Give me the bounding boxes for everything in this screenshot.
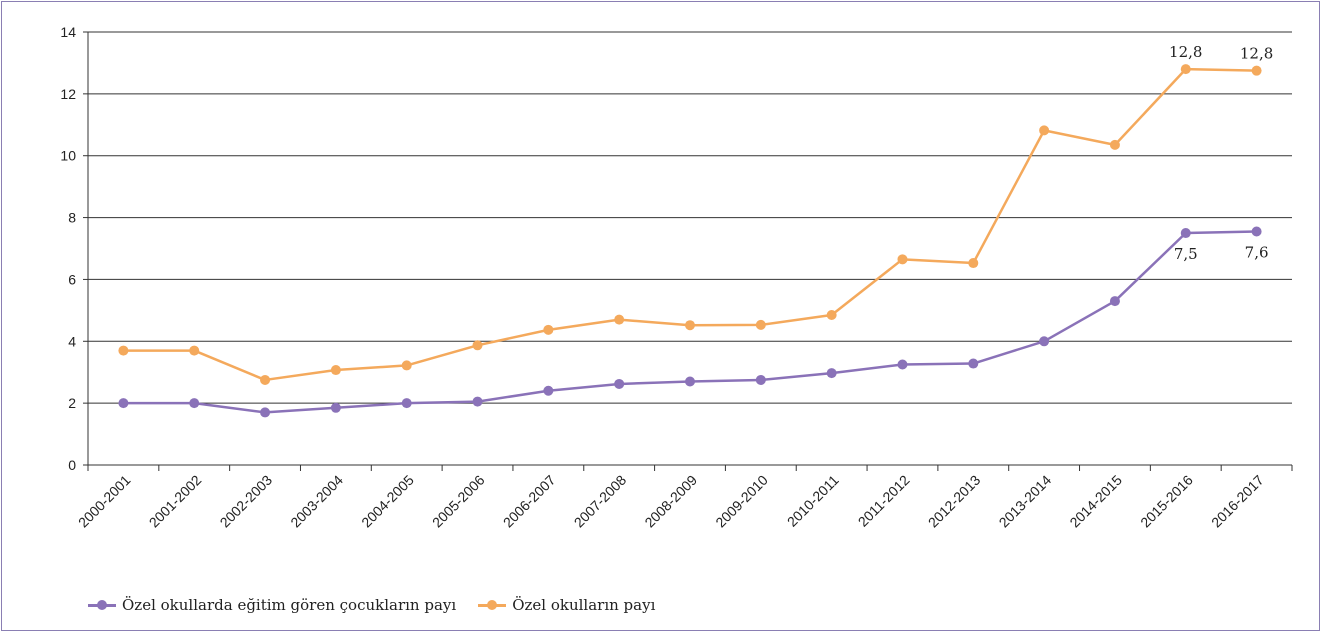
data-point xyxy=(401,398,412,409)
data-label: 12,8 xyxy=(1169,43,1202,61)
x-tick-label: 2005-2006 xyxy=(429,472,488,531)
data-point xyxy=(826,309,837,320)
data-point xyxy=(1180,64,1191,75)
x-tick-label: 2016-2017 xyxy=(1208,472,1267,531)
legend-marker-schools xyxy=(478,599,507,611)
x-tick-label: 2002-2003 xyxy=(217,472,276,531)
data-point xyxy=(755,319,766,330)
x-tick-label: 2014-2015 xyxy=(1066,472,1125,531)
data-point xyxy=(685,376,695,387)
chart-legend: Özel okullarda eğitim gören çocukların p… xyxy=(88,594,655,616)
data-point xyxy=(260,374,271,385)
legend-dot-schools xyxy=(487,600,498,610)
x-tick-label: 2003-2004 xyxy=(287,472,346,531)
data-point xyxy=(472,396,483,407)
data-point xyxy=(1251,65,1262,76)
data-point xyxy=(897,359,908,370)
data-point xyxy=(260,407,271,418)
data-label: 7,6 xyxy=(1245,243,1269,261)
data-point xyxy=(1109,139,1120,150)
data-point xyxy=(189,398,200,409)
data-point xyxy=(330,365,341,376)
data-point xyxy=(755,374,766,385)
data-point xyxy=(330,402,341,413)
x-tick-label: 2009-2010 xyxy=(712,472,771,531)
data-point xyxy=(1109,296,1120,307)
legend-label-children: Özel okullarda eğitim gören çocukların p… xyxy=(122,596,457,614)
data-point xyxy=(1251,226,1262,237)
legend-dot-children xyxy=(97,600,107,610)
x-tick-label: 2001-2002 xyxy=(146,472,205,531)
data-point xyxy=(118,345,129,356)
data-point xyxy=(826,368,837,379)
data-point xyxy=(543,324,554,335)
data-point xyxy=(1180,228,1191,239)
series-line-1 xyxy=(123,67,1257,382)
x-tick-label: 2006-2007 xyxy=(500,472,559,531)
data-point xyxy=(472,340,483,351)
data-point xyxy=(118,398,129,409)
x-tick-label: 2004-2005 xyxy=(358,472,417,531)
x-tick-label: 2012-2013 xyxy=(925,472,984,531)
y-tick-label: 0 xyxy=(68,457,76,473)
legend-marker-children xyxy=(88,599,116,611)
x-tick-label: 2013-2014 xyxy=(996,472,1055,531)
data-point xyxy=(401,360,412,371)
legend-label-schools: Özel okulların payı xyxy=(512,596,656,614)
data-point xyxy=(897,254,908,265)
data-point xyxy=(543,385,554,396)
data-point xyxy=(1039,336,1050,347)
y-tick-label: 12 xyxy=(60,86,76,102)
x-tick-label: 2000-2001 xyxy=(75,472,134,531)
data-point xyxy=(1039,125,1050,136)
data-label: 12,8 xyxy=(1240,45,1273,63)
data-point xyxy=(685,320,695,331)
x-tick-label: 2015-2016 xyxy=(1137,472,1196,531)
y-tick-label: 4 xyxy=(68,333,76,349)
x-tick-label: 2011-2012 xyxy=(855,472,913,530)
data-point xyxy=(614,378,625,389)
y-tick-label: 6 xyxy=(68,271,76,287)
x-tick-label: 2010-2011 xyxy=(784,472,842,530)
data-label: 7,5 xyxy=(1174,245,1198,263)
data-point xyxy=(968,358,979,369)
legend-item-children: Özel okullarda eğitim gören çocukların p… xyxy=(88,596,456,614)
data-point xyxy=(189,345,200,356)
data-point xyxy=(968,258,979,269)
y-tick-label: 14 xyxy=(60,24,76,40)
y-tick-label: 2 xyxy=(68,395,76,411)
y-tick-label: 8 xyxy=(68,210,76,226)
legend-item-schools: Özel okulların payı xyxy=(478,596,655,614)
data-point xyxy=(614,314,625,325)
x-tick-label: 2007-2008 xyxy=(571,472,630,531)
x-tick-label: 2008-2009 xyxy=(641,472,700,531)
y-tick-label: 10 xyxy=(60,148,76,164)
